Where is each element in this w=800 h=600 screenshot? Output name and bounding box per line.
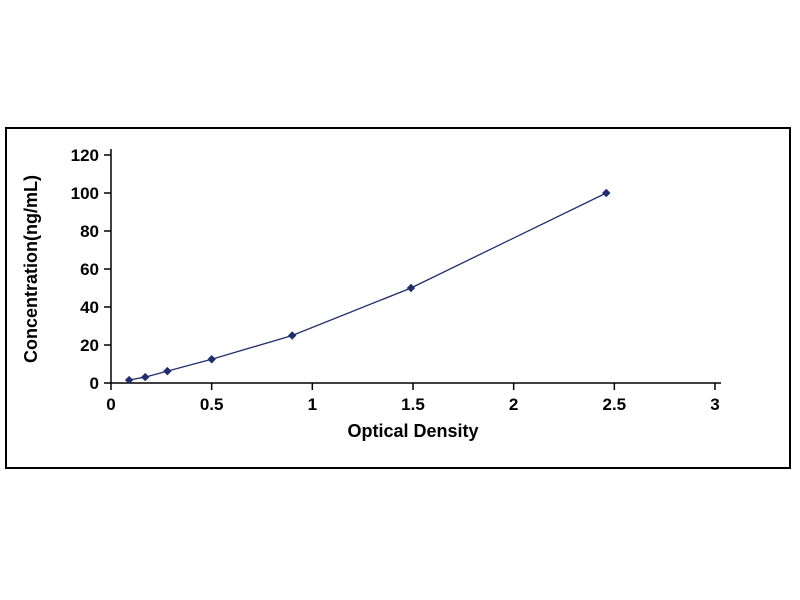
data-point-marker [207,355,216,364]
x-tick-label: 1 [308,395,317,414]
x-tick-label: 0 [106,395,115,414]
y-tick-label: 40 [80,298,99,317]
y-tick-label: 0 [90,374,99,393]
y-tick-label: 120 [71,146,99,165]
y-axis-title: Concentration(ng/mL) [21,175,41,363]
x-tick-label: 2 [509,395,518,414]
data-point-marker [406,283,416,293]
x-axis-title: Optical Density [347,421,478,441]
standard-curve-figure: Optical Density Concentration(ng/mL) 0 20… [5,127,791,469]
data-point-marker [602,188,611,198]
y-tick-label: 100 [71,184,99,203]
data-point-marker [163,366,172,376]
standard-curve-chart: Optical Density Concentration(ng/mL) 020… [21,146,721,441]
curve-line [129,192,607,381]
y-tick-label: 60 [80,260,99,279]
data-point-marker [141,372,150,382]
x-tick-label: 2.5 [603,395,627,414]
x-tick-label: 1.5 [401,395,425,414]
x-tick-label: 3 [710,395,719,414]
y-tick-label: 20 [80,336,99,355]
y-tick-label: 80 [80,222,99,241]
x-tick-label: 0.5 [200,395,224,414]
data-point-marker [288,331,297,340]
data-point-marker [124,375,134,385]
